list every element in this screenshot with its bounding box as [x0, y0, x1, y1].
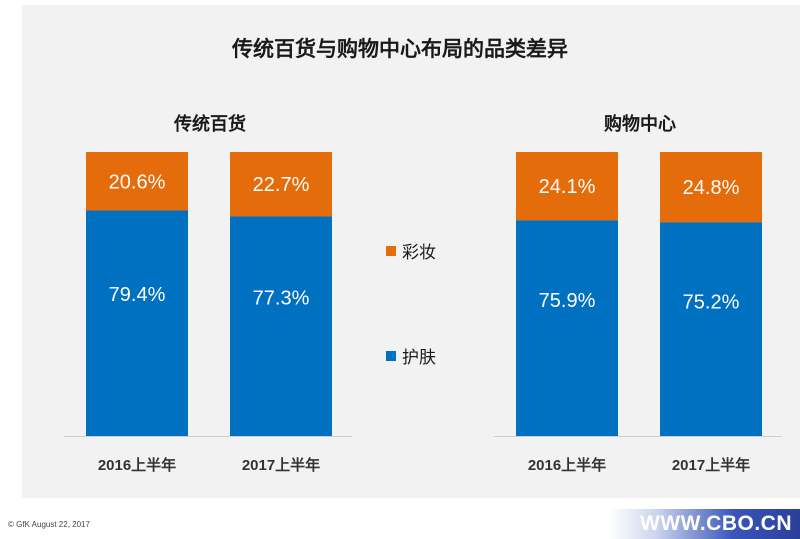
group-title-mall: 购物中心: [604, 114, 676, 134]
data-label-skincare: 79.4%: [109, 284, 166, 306]
data-label-makeup: 22.7%: [253, 174, 310, 196]
data-label-skincare: 77.3%: [253, 288, 310, 310]
legend-swatch-skincare: [386, 350, 396, 361]
site-watermark: WWW.CBO.CN: [610, 509, 800, 539]
bar-segment-skincare: [230, 216, 332, 436]
bar-segment-skincare: [86, 210, 188, 436]
x-tick-label: 2017上半年: [242, 456, 320, 474]
bar-segment-makeup: [86, 152, 188, 211]
bar-segment-skincare: [516, 220, 618, 436]
x-tick-label: 2017上半年: [672, 456, 750, 474]
legend-item-makeup: 彩妆: [386, 238, 436, 263]
data-label-skincare: 75.2%: [683, 291, 740, 313]
x-tick-label: 2016上半年: [528, 456, 606, 474]
data-label-makeup: 20.6%: [109, 171, 166, 193]
bar-segment-makeup: [516, 152, 618, 221]
legend-swatch-makeup: [386, 245, 396, 256]
bar-segment-makeup: [660, 152, 762, 223]
bar-segment-makeup: [230, 152, 332, 217]
bar-segment-skincare: [660, 222, 762, 436]
data-label-makeup: 24.8%: [683, 177, 740, 199]
data-label-makeup: 24.1%: [539, 176, 596, 198]
site-watermark-text: WWW.CBO.CN: [640, 512, 792, 535]
data-label-skincare: 75.9%: [539, 290, 596, 312]
legend-label-makeup: 彩妆: [402, 243, 436, 262]
legend-item-skincare: 护肤: [386, 343, 436, 368]
group-title-dept-store: 传统百货: [174, 114, 246, 134]
x-tick-label: 2016上半年: [98, 456, 176, 474]
legend-label-skincare: 护肤: [402, 348, 436, 367]
copyright-footer: © GfK August 22, 2017: [8, 520, 90, 529]
chart-title: 传统百货与购物中心布局的品类差异: [232, 38, 568, 61]
